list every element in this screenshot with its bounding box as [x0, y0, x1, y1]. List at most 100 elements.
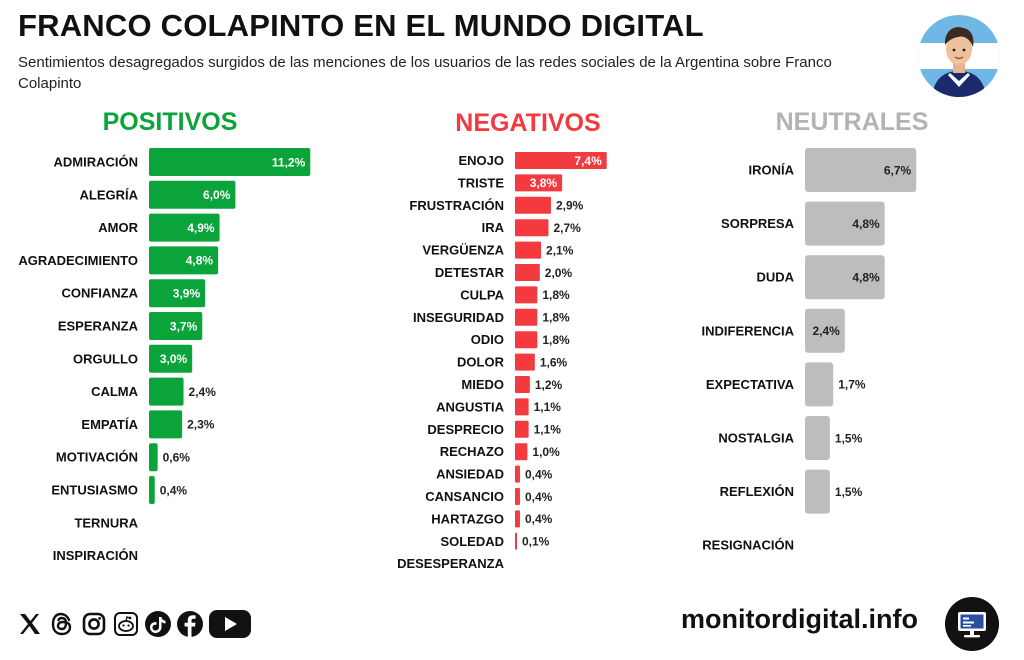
positive-bar [149, 148, 311, 176]
negative-category-label: DESESPERANZA [397, 556, 505, 571]
negative-bar [515, 308, 538, 326]
neutral-category-label: SORPRESA [721, 216, 795, 231]
positive-heading: POSITIVOS [102, 108, 238, 136]
driver-avatar [918, 15, 1000, 97]
neutral-category-label: IRONÍA [749, 163, 795, 178]
negative-bar [515, 219, 549, 237]
negative-bar [515, 420, 529, 438]
social-icons [16, 608, 252, 640]
positive-bar [149, 377, 184, 406]
negative-bar [515, 510, 520, 528]
neutral-value-label: 4,8% [852, 271, 880, 285]
positive-category-label: ADMIRACIÓN [54, 155, 139, 170]
positive-bar [149, 443, 158, 472]
positive-bar [149, 213, 220, 242]
negative-heading: NEGATIVOS [455, 109, 601, 137]
negative-value-label: 1,6% [540, 355, 568, 369]
neutral-value-label: 1,5% [835, 431, 863, 445]
neutral-value-label: 4,8% [852, 217, 880, 231]
positive-category-label: CALMA [91, 384, 139, 399]
negative-category-label: HARTAZGO [431, 511, 504, 526]
neutral-category-label: INDIFERENCIA [702, 323, 795, 338]
negative-value-label: 1,8% [542, 311, 570, 325]
positive-value-label: 4,9% [187, 221, 215, 235]
monitor-icon [945, 597, 999, 651]
negative-value-label: 0,1% [522, 535, 550, 549]
positive-bar [149, 476, 155, 504]
negative-category-label: CANSANCIO [425, 489, 504, 504]
neutral-category-label: EXPECTATIVA [706, 377, 795, 392]
negative-bar [515, 465, 520, 483]
negative-category-label: DOLOR [457, 355, 505, 370]
neutral-value-label: 1,7% [838, 378, 866, 392]
negative-value-label: 1,0% [532, 445, 560, 459]
positive-value-label: 3,0% [160, 352, 188, 366]
neutral-bar [805, 308, 845, 353]
negative-bar [515, 152, 607, 169]
neutral-bar [805, 148, 917, 192]
facebook-icon[interactable] [176, 610, 204, 638]
negative-category-label: ANGUSTIA [436, 399, 505, 414]
positive-bar [149, 246, 219, 275]
negative-bar [515, 196, 551, 214]
negative-category-label: IRA [482, 220, 505, 235]
negative-category-label: FRUSTRACIÓN [409, 198, 504, 213]
negative-value-label: 2,9% [556, 199, 584, 213]
negative-value-label: 0,4% [525, 490, 553, 504]
negative-category-label: ENOJO [458, 153, 504, 168]
negative-value-label: 2,7% [553, 221, 581, 235]
positive-value-label: 4,8% [186, 254, 214, 268]
neutral-bar [805, 362, 834, 407]
negative-category-label: VERGÜENZA [422, 243, 504, 258]
negative-bar [515, 398, 529, 416]
negative-bar [515, 376, 530, 393]
positive-category-label: AGRADECIMIENTO [18, 253, 138, 268]
positive-bar [149, 410, 183, 439]
negative-bar [515, 488, 520, 505]
negative-category-label: RECHAZO [440, 444, 504, 459]
negative-value-label: 3,8% [530, 176, 558, 190]
positive-category-label: ENTUSIASMO [51, 483, 138, 498]
positive-value-label: 0,6% [163, 451, 191, 465]
negative-bar [515, 264, 540, 281]
neutral-bar [805, 255, 885, 300]
youtube-icon[interactable] [208, 610, 252, 638]
positive-value-label: 11,2% [272, 155, 306, 169]
positive-category-label: ALEGRÍA [80, 187, 139, 202]
site-url[interactable]: monitordigital.info [681, 604, 918, 634]
instagram-icon[interactable] [80, 610, 108, 638]
negative-category-label: DESPRECIO [427, 422, 504, 437]
positive-value-label: 6,0% [203, 188, 231, 202]
negative-category-label: MIEDO [461, 377, 504, 392]
x-icon[interactable] [16, 610, 44, 638]
tiktok-icon[interactable] [144, 610, 172, 638]
negative-bar [515, 353, 535, 371]
positive-category-label: AMOR [98, 220, 138, 235]
positive-bar [149, 312, 203, 340]
page-title: FRANCO COLAPINTO EN EL MUNDO DIGITAL [18, 8, 704, 43]
negative-category-label: TRISTE [458, 175, 505, 190]
negative-category-label: ANSIEDAD [436, 467, 504, 482]
neutral-value-label: 6,7% [884, 163, 912, 177]
negative-bar [515, 286, 538, 304]
neutral-category-label: DUDA [756, 270, 794, 285]
negative-value-label: 0,4% [525, 512, 553, 526]
reddit-icon[interactable] [112, 610, 140, 638]
neutral-category-label: REFLEXIÓN [720, 484, 794, 499]
neutral-value-label: 1,5% [835, 485, 863, 499]
neutral-heading: NEUTRALES [775, 108, 929, 136]
positive-value-label: 2,3% [187, 418, 215, 432]
neutral-category-label: RESIGNACIÓN [702, 538, 794, 553]
negative-value-label: 1,1% [534, 400, 562, 414]
negative-bar [515, 331, 538, 349]
neutral-category-label: NOSTALGIA [718, 431, 794, 446]
positive-value-label: 3,9% [173, 287, 201, 301]
negative-value-label: 2,1% [546, 243, 574, 257]
sentiment-charts: ADMIRACIÓN 11,2% ALEGRÍA 6,0% AMOR 4,9% AGRADE… [18, 148, 917, 571]
negative-bar [515, 532, 517, 550]
neutral-value-label: 2,4% [812, 324, 840, 338]
negative-category-label: DETESTAR [435, 265, 505, 280]
threads-icon[interactable] [48, 610, 76, 638]
negative-value-label: 1,2% [535, 378, 563, 392]
positive-category-label: CONFIANZA [61, 286, 138, 301]
